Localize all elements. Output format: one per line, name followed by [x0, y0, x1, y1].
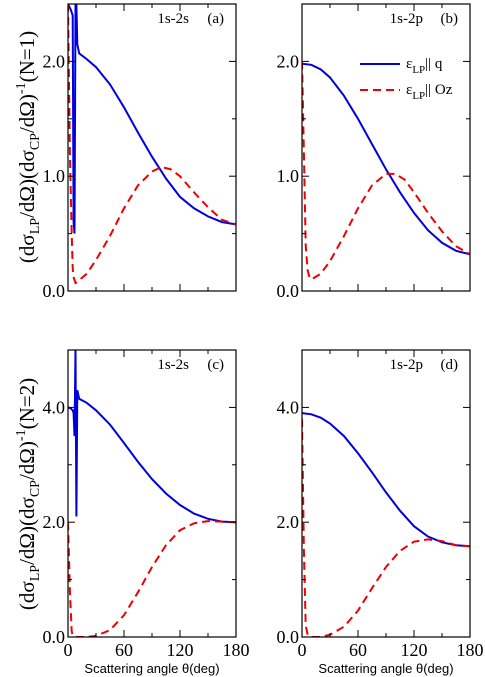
- y-tick-label-c: 0.0: [43, 627, 66, 647]
- series-line-oz-panel-d: [302, 418, 470, 637]
- y-tick-label-c: 2.0: [43, 512, 66, 532]
- y-tick-label-b: 1.0: [277, 166, 300, 186]
- legend-label-oz: εLP|| Oz: [406, 82, 453, 102]
- y-tick-label-c: 4.0: [43, 397, 66, 417]
- plot-frame-c: [67, 349, 237, 638]
- panel-title-a: 1s-2s: [157, 11, 189, 27]
- plot-frame-a: [67, 3, 237, 292]
- panel-c: 0.0 2.0 4.0 0 60 120 180 1s-2s (c): [43, 349, 250, 660]
- series-line-q-panel-a: [68, 4, 236, 234]
- panel-tag-a: (a): [207, 11, 224, 27]
- panel-tag-d: (d): [441, 357, 459, 373]
- y-tick-label-b: 0.0: [277, 281, 300, 301]
- y-tick-label-a: 0.0: [43, 281, 66, 301]
- plot-frame-b: [301, 3, 471, 292]
- x-axis-label-left: Scattering angle θ(deg): [84, 661, 219, 676]
- y-tick-label-d: 2.0: [277, 512, 300, 532]
- panel-d: 0.0 2.0 4.0 0 60 120 180 1s-2p (d): [277, 349, 484, 660]
- panel-b: 0.0 1.0 2.0 1s-2p (b) εLP|| q εLP|| Oz: [277, 3, 471, 301]
- x-tick-label-c: 0: [64, 640, 73, 660]
- x-tick-label-c: 180: [223, 640, 250, 660]
- series-line-q-panel-c: [68, 350, 236, 524]
- series-line-oz-panel-b: [302, 61, 470, 281]
- y-tick-label-a: 2.0: [43, 51, 66, 71]
- panel-title-d: 1s-2p: [390, 357, 423, 373]
- y-tick-label-b: 2.0: [277, 51, 300, 71]
- series-line-q-panel-b: [302, 62, 470, 256]
- panel-title-c: 1s-2s: [157, 357, 189, 373]
- x-tick-label-d: 0: [298, 640, 307, 660]
- x-tick-label-d: 120: [401, 640, 428, 660]
- y-tick-label-a: 1.0: [43, 166, 66, 186]
- panel-tag-c: (c): [207, 357, 224, 373]
- y-axis-label-bottom: (dσLP/dΩ)(dσCP/dΩ)-1(N=2): [14, 378, 43, 610]
- series-line-q-panel-d: [302, 412, 470, 548]
- legend-label-q: εLP|| q: [406, 56, 443, 76]
- x-tick-label-d: 60: [349, 640, 367, 660]
- panel-a: 0.0 1.0 2.0 1s-2s (a): [43, 3, 237, 301]
- x-axis-label-right: Scattering angle θ(deg): [318, 661, 453, 676]
- series-line-oz-panel-a: [68, 4, 236, 285]
- panel-tag-b: (b): [441, 11, 459, 27]
- x-tick-label-d: 180: [457, 640, 484, 660]
- y-axis-label-top: (dσLP/dΩ)(dσCP/dΩ)-1(N=1): [14, 31, 43, 263]
- x-tick-label-c: 60: [115, 640, 133, 660]
- y-tick-label-d: 4.0: [277, 397, 300, 417]
- series-line-oz-panel-c: [68, 520, 236, 637]
- y-tick-label-d: 0.0: [277, 627, 300, 647]
- x-tick-label-c: 120: [167, 640, 194, 660]
- panel-title-b: 1s-2p: [390, 11, 423, 27]
